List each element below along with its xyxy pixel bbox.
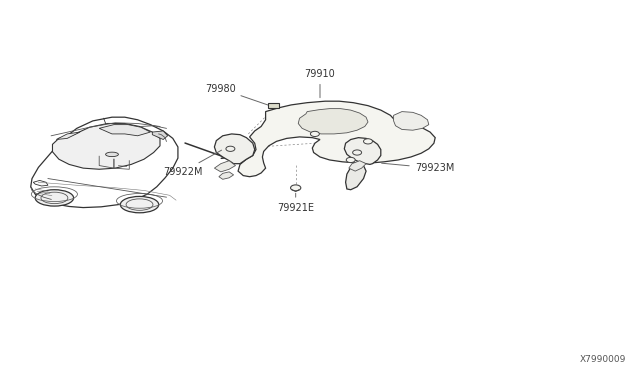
Polygon shape: [52, 124, 160, 169]
Text: 79910: 79910: [305, 69, 335, 98]
Polygon shape: [344, 138, 381, 164]
Text: 79980: 79980: [205, 84, 269, 106]
Circle shape: [364, 139, 372, 144]
Circle shape: [226, 146, 235, 151]
Circle shape: [353, 150, 362, 155]
Text: 79921E: 79921E: [277, 193, 314, 213]
FancyBboxPatch shape: [268, 103, 279, 108]
Polygon shape: [56, 132, 80, 140]
Circle shape: [346, 157, 355, 163]
Polygon shape: [238, 101, 435, 177]
Text: 79922M: 79922M: [163, 150, 221, 177]
Polygon shape: [346, 164, 366, 190]
Polygon shape: [214, 134, 255, 164]
Polygon shape: [394, 112, 429, 130]
Circle shape: [291, 185, 301, 191]
Text: 79923M: 79923M: [381, 163, 454, 173]
Text: X7990009: X7990009: [580, 355, 626, 364]
Circle shape: [310, 131, 319, 137]
Polygon shape: [33, 180, 48, 186]
Ellipse shape: [120, 196, 159, 213]
Polygon shape: [349, 161, 366, 171]
Polygon shape: [31, 117, 178, 208]
Polygon shape: [214, 161, 236, 172]
Ellipse shape: [106, 152, 118, 157]
Ellipse shape: [35, 190, 74, 206]
Polygon shape: [219, 172, 234, 179]
Polygon shape: [298, 109, 368, 134]
Polygon shape: [152, 131, 168, 140]
Polygon shape: [99, 125, 150, 136]
